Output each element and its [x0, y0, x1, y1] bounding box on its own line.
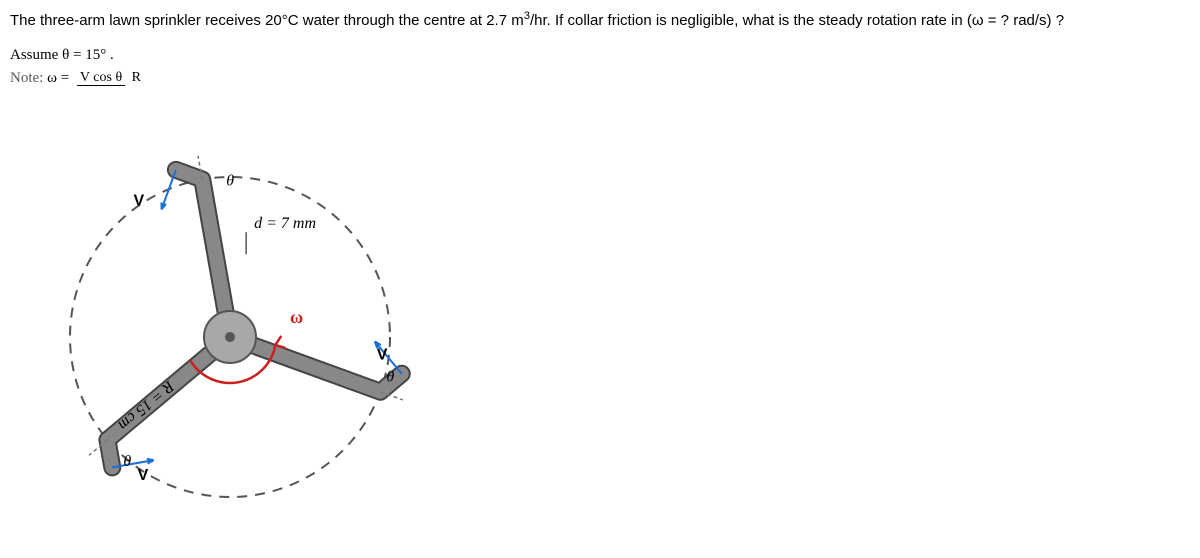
note-line: Note: ω = V cos θ R: [10, 70, 1190, 87]
R-label: R = 15 cm: [115, 376, 178, 433]
theta-label: θ: [226, 172, 234, 189]
v-arrow: [162, 169, 176, 208]
hub-center: [225, 332, 235, 342]
assume-text: Assume θ = 15° .: [10, 47, 114, 63]
v-label-1: V: [138, 467, 149, 484]
omega-arrowhead: [275, 335, 285, 347]
d-label: d = 7 mm: [254, 215, 316, 232]
theta-label: θ: [386, 368, 394, 385]
assume-line: Assume θ = 15° .: [10, 47, 1190, 64]
omega-label: ω: [290, 307, 303, 327]
frac-den: R: [129, 70, 144, 85]
theta-label: θ: [123, 452, 131, 469]
sprinkler-diagram: θθθVVVd = 7 mmR = 15 cmω: [30, 117, 1190, 541]
note-eq-lhs: ω =: [47, 70, 69, 86]
v-label-2: V: [377, 346, 388, 363]
sprinkler-svg: θθθVVVd = 7 mmR = 15 cmω: [30, 117, 430, 537]
note-label: Note:: [10, 70, 43, 86]
problem-statement: The three-arm lawn sprinkler receives 20…: [10, 8, 1190, 33]
problem-text-1: The three-arm lawn sprinkler receives 20…: [10, 12, 524, 29]
note-fraction: V cos θ R: [77, 70, 144, 85]
frac-num: V cos θ: [77, 70, 125, 86]
v-label-0: V: [134, 192, 145, 209]
problem-text-2: /hr. If collar friction is negligible, w…: [530, 12, 1064, 29]
